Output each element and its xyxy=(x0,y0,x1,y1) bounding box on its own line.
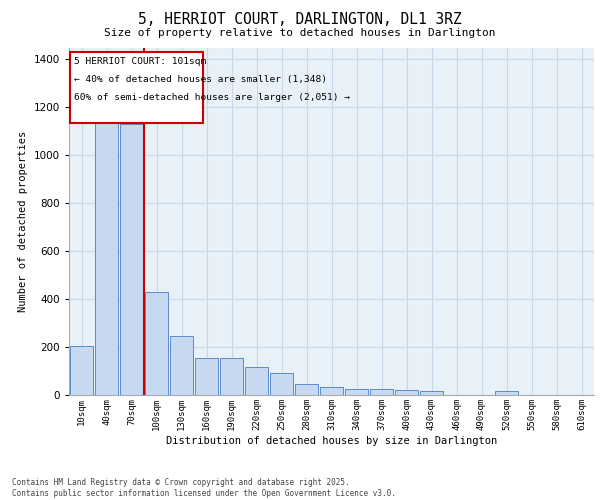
Bar xyxy=(320,386,343,395)
Bar xyxy=(145,292,169,395)
Text: Size of property relative to detached houses in Darlington: Size of property relative to detached ho… xyxy=(104,28,496,38)
Bar xyxy=(295,384,319,395)
Bar xyxy=(220,358,244,395)
Bar xyxy=(70,346,94,395)
Bar xyxy=(370,389,394,395)
Bar xyxy=(494,392,518,395)
Bar xyxy=(395,390,418,395)
Bar xyxy=(245,368,268,395)
Bar xyxy=(70,52,203,123)
Bar xyxy=(95,120,118,395)
Bar xyxy=(194,358,218,395)
Y-axis label: Number of detached properties: Number of detached properties xyxy=(18,130,28,312)
Text: 5, HERRIOT COURT, DARLINGTON, DL1 3RZ: 5, HERRIOT COURT, DARLINGTON, DL1 3RZ xyxy=(138,12,462,28)
Bar xyxy=(344,389,368,395)
Text: 5 HERRIOT COURT: 101sqm: 5 HERRIOT COURT: 101sqm xyxy=(74,57,206,66)
Bar xyxy=(419,392,443,395)
Bar xyxy=(119,124,143,395)
Bar xyxy=(170,336,193,395)
Text: 60% of semi-detached houses are larger (2,051) →: 60% of semi-detached houses are larger (… xyxy=(74,93,350,102)
X-axis label: Distribution of detached houses by size in Darlington: Distribution of detached houses by size … xyxy=(166,436,497,446)
Text: Contains HM Land Registry data © Crown copyright and database right 2025.
Contai: Contains HM Land Registry data © Crown c… xyxy=(12,478,396,498)
Text: ← 40% of detached houses are smaller (1,348): ← 40% of detached houses are smaller (1,… xyxy=(74,75,327,84)
Bar xyxy=(269,374,293,395)
